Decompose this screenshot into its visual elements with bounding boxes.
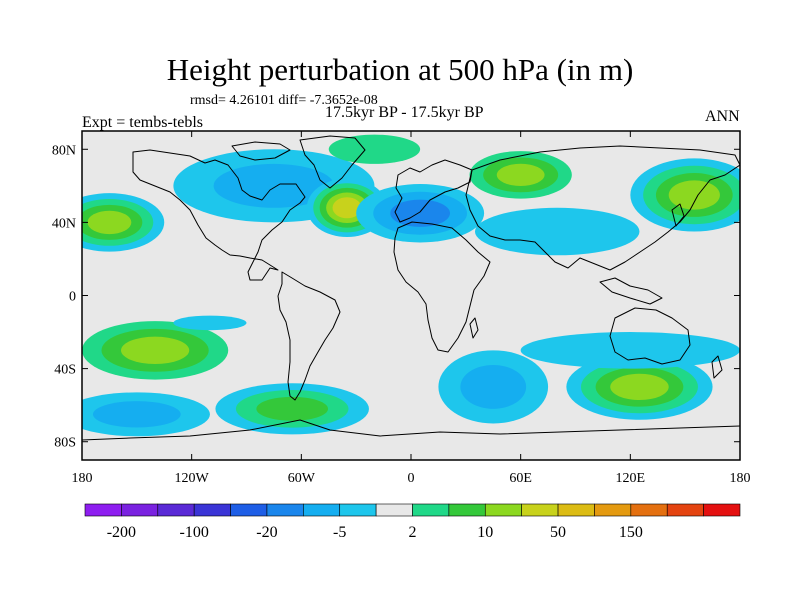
lon-tick-label: 60E — [509, 471, 532, 486]
anomaly-contour — [120, 336, 190, 364]
anomaly-contour — [668, 180, 720, 210]
colorbar-swatch — [557, 503, 595, 517]
season-label: ANN — [705, 108, 740, 125]
colorbar-label: 150 — [619, 524, 643, 541]
colorbar-swatch — [412, 503, 450, 517]
colorbar-swatch — [266, 503, 304, 517]
lon-tick-label: 180 — [730, 471, 751, 486]
plot-subtitle: 17.5kyr BP - 17.5kyr BP — [325, 104, 484, 121]
anomaly-siberia-high — [469, 151, 572, 199]
colorbar-swatch — [121, 503, 159, 517]
colorbar-swatch — [666, 503, 704, 517]
lon-tick-label: 180 — [72, 471, 93, 486]
colorbar-label: -100 — [180, 524, 209, 541]
colorbar-swatch — [521, 503, 559, 517]
coastline-arctic-islands — [231, 141, 291, 161]
coastline-asia — [465, 145, 740, 271]
plot-title: Height perturbation at 500 hPa (in m) — [166, 52, 634, 87]
coastline-australia — [609, 307, 691, 365]
coastline-europe — [394, 159, 473, 223]
anomaly-south-indian-low — [438, 350, 549, 424]
anomaly-contour — [213, 163, 335, 208]
lon-tick-label: 60W — [288, 471, 316, 486]
coastline-greenland — [299, 135, 366, 189]
coastline-japan — [671, 203, 685, 227]
anomaly-np-west-ocean — [82, 193, 165, 252]
colorbar-label: -5 — [333, 524, 346, 541]
coastlines — [82, 135, 740, 441]
colorbar-swatch — [303, 503, 341, 517]
colorbar-swatch — [703, 503, 741, 517]
lon-tick-label: 120E — [616, 471, 646, 486]
colorbar-swatch — [339, 503, 377, 517]
coastline-south-america — [277, 271, 341, 401]
coastline-se-asia-islands — [599, 277, 663, 305]
coastline-antarctica — [82, 419, 740, 441]
colorbar: -200 -100 -20 -5 2 10 50 150 — [84, 503, 741, 541]
anomaly-central-asia-low — [474, 207, 640, 256]
anomaly-greenland-high — [328, 134, 421, 164]
coastline-new-zealand — [711, 355, 723, 379]
anomaly-contour — [173, 315, 247, 331]
anomaly-ne-asia-high — [630, 158, 740, 232]
colorbar-swatch — [193, 503, 231, 517]
colorbar-label: 50 — [550, 524, 566, 541]
anomaly-contour — [460, 364, 527, 409]
coastline-north-america — [132, 149, 306, 281]
anomaly-south-pacific-low — [82, 392, 210, 437]
anomaly-australia-south-high — [566, 353, 713, 420]
colorbar-swatch — [630, 503, 668, 517]
colorbar-label: -20 — [256, 524, 277, 541]
anomaly-contour — [474, 207, 640, 256]
anomaly-field — [82, 134, 740, 437]
anomaly-south-atlantic-high — [215, 383, 369, 435]
lon-tick-label: 120W — [175, 471, 210, 486]
colorbar-swatch — [594, 503, 632, 517]
anomaly-contour — [328, 134, 421, 164]
colorbar-swatch — [84, 503, 122, 517]
lat-tick-label: 80N — [52, 143, 76, 158]
anomaly-contour — [520, 332, 740, 369]
colorbar-label: 2 — [409, 524, 417, 541]
coastline-madagascar — [469, 317, 479, 339]
anomaly-contour — [496, 163, 545, 186]
anomaly-contour — [92, 401, 181, 428]
colorbar-swatch — [157, 503, 195, 517]
lon-tick-label: 0 — [408, 471, 415, 486]
anomaly-contour — [256, 396, 329, 421]
lat-tick-label: 40S — [54, 363, 76, 378]
lat-tick-label: 80S — [54, 436, 76, 451]
colorbar-label: -200 — [107, 524, 136, 541]
anomaly-indian-ocean-low — [520, 332, 740, 369]
anomaly-europe-low — [356, 184, 485, 243]
colorbar-swatch — [448, 503, 486, 517]
colorbar-label: 10 — [477, 524, 493, 541]
anomaly-contour — [87, 210, 132, 235]
colorbar-swatch — [375, 503, 413, 517]
colorbar-swatch — [484, 503, 522, 517]
lat-tick-label: 0 — [69, 290, 76, 305]
anomaly-sp-west-high — [82, 321, 229, 380]
experiment-label: Expt = tembs-tebls — [82, 114, 204, 131]
anomaly-contour — [610, 373, 669, 401]
stats-label: rmsd= 4.26101 diff= -7.3652e-08 — [190, 93, 378, 108]
anomaly-central-pacific-low — [173, 315, 247, 331]
anomaly-contour — [332, 197, 362, 219]
axis-ticks: 80N 40N 0 40S 80S 180 120W 60W 0 60E 120E 180 — [52, 131, 751, 486]
coastline-africa — [393, 221, 491, 353]
lat-tick-label: 40N — [52, 216, 76, 231]
colorbar-swatch — [230, 503, 268, 517]
